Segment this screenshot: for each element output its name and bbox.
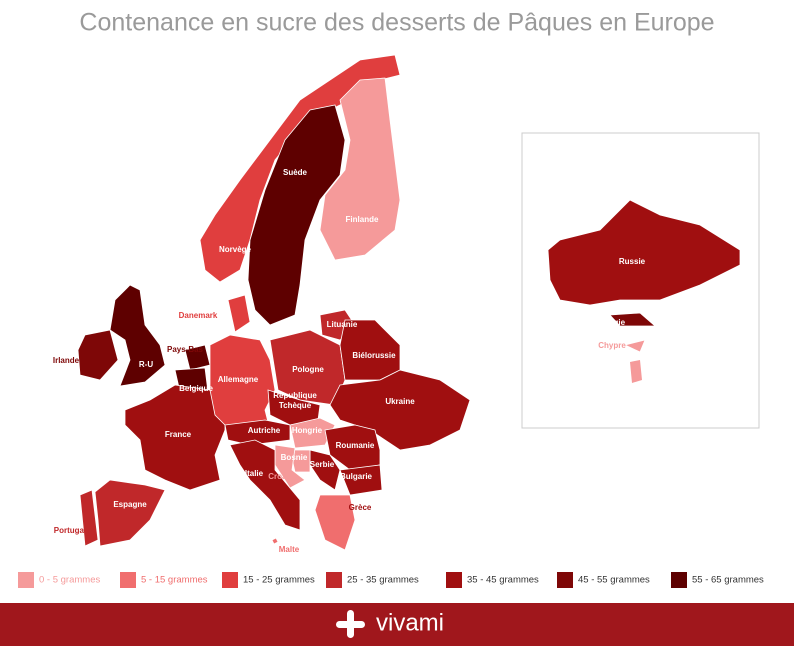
country-label: Autriche <box>248 426 281 435</box>
country-label: Russie <box>619 257 646 266</box>
country-shape <box>329 369 471 451</box>
country-label: Roumanie <box>336 441 375 450</box>
country-label: République Tchèque <box>273 391 317 410</box>
legend-label: 55 - 65 grammes <box>692 575 764 586</box>
footer-bar <box>0 603 794 646</box>
country-label: Chypre <box>598 341 626 350</box>
country-label: Grèce <box>349 503 372 512</box>
legend-label: 15 - 25 grammes <box>243 575 315 586</box>
country-label: Norvège <box>219 245 252 254</box>
country-shape <box>224 419 291 446</box>
legend-label: 0 - 5 grammes <box>39 575 100 586</box>
country-label: Suède <box>283 168 308 177</box>
legend-swatch <box>326 572 342 588</box>
legend-swatch <box>222 572 238 588</box>
brand-name: vivami <box>376 609 444 636</box>
country-shape <box>79 489 99 547</box>
legend-label: 25 - 35 grammes <box>347 575 419 586</box>
country-label: Bosnie <box>281 453 308 462</box>
country-shape <box>339 464 383 496</box>
country-label: Bulgarie <box>340 472 373 481</box>
legend-swatch <box>120 572 136 588</box>
country-shape <box>227 294 251 333</box>
country-shape <box>289 449 311 473</box>
legend-swatch <box>557 572 573 588</box>
legend-swatch <box>18 572 34 588</box>
country-shape <box>77 329 119 381</box>
country-shape <box>247 104 346 326</box>
country-shape <box>609 312 657 327</box>
country-label: Croatie <box>268 472 296 481</box>
country-label: Biélorussie <box>352 351 396 360</box>
country-label: Irlande <box>53 356 80 365</box>
country-shape <box>271 537 279 545</box>
country-label: Italie <box>245 469 264 478</box>
country-shape <box>324 424 381 471</box>
legend-label: 35 - 45 grammes <box>467 575 539 586</box>
country-label: Portugal <box>54 526 86 535</box>
country-label: Hongrie <box>292 426 323 435</box>
country-shape <box>314 494 356 551</box>
country-label: Danemark <box>179 311 218 320</box>
country-label: Belgique <box>179 384 213 393</box>
legend-label: 45 - 55 grammes <box>578 575 650 586</box>
country-shape <box>209 334 276 431</box>
country-label: Pays-Bas <box>167 345 204 354</box>
country-label: Lituanie <box>327 320 358 329</box>
country-shape <box>94 479 166 547</box>
country-label: Pologne <box>292 365 324 374</box>
country-shape <box>229 439 301 531</box>
title: Contenance en sucre des desserts de Pâqu… <box>79 9 714 37</box>
country-shape <box>547 199 741 306</box>
country-shape <box>109 284 166 387</box>
country-label: Malte <box>279 545 300 554</box>
country-label: Serbie <box>310 460 335 469</box>
country-label: Ukraine <box>385 397 415 406</box>
legend-swatch <box>671 572 687 588</box>
country-label: R-U <box>139 360 153 369</box>
country-label: Allemagne <box>218 375 259 384</box>
inset-frame <box>521 132 760 429</box>
country-shape <box>623 339 646 353</box>
country-shape <box>124 384 226 491</box>
country-label: Espagne <box>113 500 147 509</box>
country-label: Finlande <box>346 215 379 224</box>
legend-swatch <box>446 572 462 588</box>
territory-shape <box>630 360 642 383</box>
country-label: Géorgie <box>595 318 626 327</box>
brand-logo <box>336 610 365 638</box>
country-label: France <box>165 430 192 439</box>
legend-label: 5 - 15 grammes <box>141 575 208 586</box>
country-shape <box>319 77 401 261</box>
